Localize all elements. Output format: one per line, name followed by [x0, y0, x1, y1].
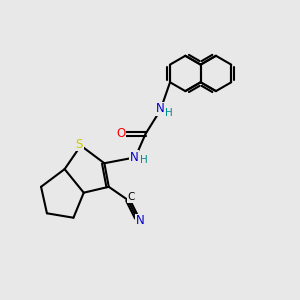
- Text: H: H: [165, 108, 172, 118]
- Text: O: O: [116, 127, 125, 140]
- Text: N: N: [156, 102, 165, 115]
- Text: C: C: [128, 192, 135, 202]
- Text: N: N: [136, 214, 145, 227]
- Text: S: S: [76, 138, 83, 151]
- Text: N: N: [129, 151, 138, 164]
- Text: H: H: [140, 155, 147, 165]
